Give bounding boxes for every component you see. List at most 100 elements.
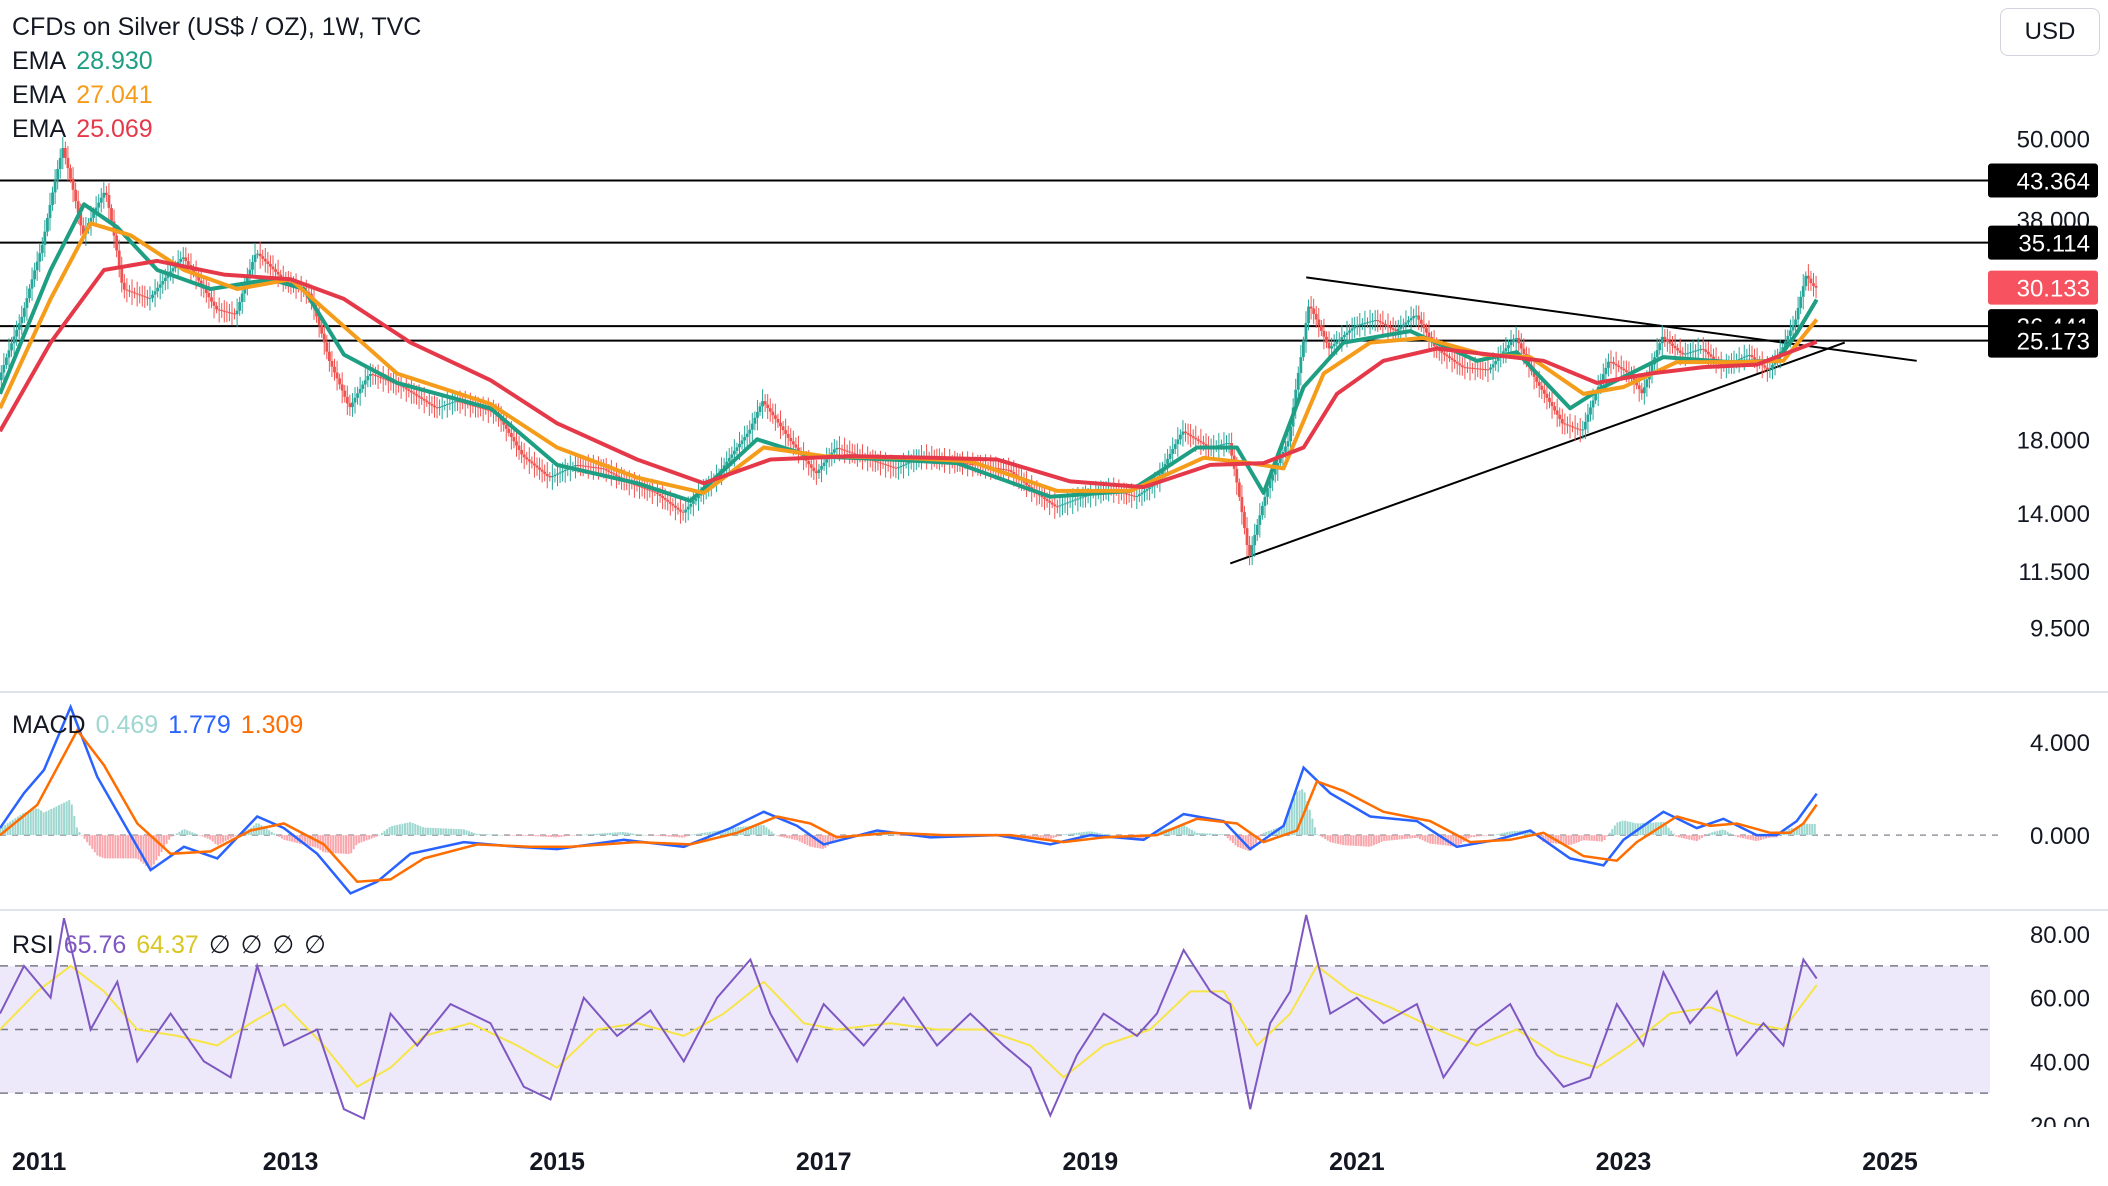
candle-body xyxy=(1048,500,1052,503)
macd-histogram-bar xyxy=(145,835,148,866)
candle-body xyxy=(348,403,352,408)
candle-body xyxy=(761,401,764,407)
candle-body xyxy=(204,288,208,293)
candle-body xyxy=(374,375,377,377)
macd-histogram-bar xyxy=(650,835,653,836)
trendline-lower[interactable] xyxy=(1229,341,1846,565)
rsi-line xyxy=(0,914,1818,1121)
macd-histogram-bar xyxy=(673,835,676,838)
trendline-upper[interactable] xyxy=(1306,276,1917,362)
macd-histogram-bar xyxy=(557,835,560,838)
macd-histogram-bar xyxy=(32,809,35,836)
candle-body xyxy=(1294,389,1298,408)
macd-histogram-bar xyxy=(350,835,353,854)
candle-body xyxy=(99,197,103,203)
candle-body xyxy=(433,405,436,408)
macd-histogram-bar xyxy=(163,835,166,848)
candle-body xyxy=(533,463,536,466)
macd-histogram-bar xyxy=(550,835,553,838)
macd-histogram-bar xyxy=(1270,830,1273,836)
macd-histogram-bar xyxy=(885,833,888,836)
candle-body xyxy=(591,466,595,468)
macd-histogram-bar xyxy=(424,827,427,836)
macd-histogram-bar xyxy=(383,830,386,836)
candle-body xyxy=(1553,406,1557,411)
candle-body xyxy=(1353,326,1357,329)
candle-body xyxy=(97,202,101,208)
candle-body xyxy=(66,157,70,169)
macd-histogram-bar xyxy=(1670,830,1673,836)
macd-histogram-bar xyxy=(629,833,632,836)
candle-body xyxy=(1412,316,1416,319)
macd-histogram-bar xyxy=(565,835,568,837)
candle-body xyxy=(43,231,47,245)
candle-body xyxy=(186,261,190,265)
price-pane[interactable] xyxy=(0,137,2108,911)
macd-histogram-bar xyxy=(360,835,363,843)
currency-button[interactable]: USD xyxy=(2000,8,2100,56)
candle-body xyxy=(689,503,693,507)
macd-histogram-bar xyxy=(280,835,283,839)
macd-histogram-bar xyxy=(157,835,160,857)
candle-body xyxy=(822,462,826,467)
candle-body xyxy=(197,276,201,281)
candle-body xyxy=(402,386,406,388)
macd-histogram-bar xyxy=(1757,835,1760,841)
macd-histogram-bar xyxy=(406,822,409,836)
candle-body xyxy=(217,309,221,311)
macd-histogram-bar xyxy=(1167,828,1170,836)
candle-body xyxy=(1771,364,1774,370)
candle-body xyxy=(58,157,62,169)
macd-histogram-bar xyxy=(1480,835,1483,837)
macd-histogram-bar xyxy=(1306,801,1309,836)
macd-histogram-bar xyxy=(1649,822,1652,836)
macd-histogram-bar xyxy=(219,835,222,844)
time-axis[interactable]: 2011 2013 2015 2017 2019 2021 2023 2025 xyxy=(0,1127,2108,1186)
rsi-pane[interactable] xyxy=(0,914,1990,1121)
macd-histogram-bar xyxy=(52,807,55,836)
macd-pane[interactable] xyxy=(0,703,2000,895)
candle-body xyxy=(225,311,229,313)
macd-histogram-bar xyxy=(393,825,396,836)
macd-histogram-bar xyxy=(785,835,788,839)
macd-histogram-bar xyxy=(139,835,142,862)
macd-histogram-bar xyxy=(578,834,581,836)
macd-histogram-bar xyxy=(1711,832,1714,836)
macd-histogram-bar xyxy=(506,835,509,836)
macd-histogram-bar xyxy=(462,829,465,836)
macd-histogram-bar xyxy=(1634,823,1637,836)
candle-body xyxy=(966,463,970,465)
macd-histogram-bar xyxy=(580,834,583,836)
macd-histogram-bar xyxy=(1626,821,1629,836)
candle-body xyxy=(1268,480,1272,489)
candle-body xyxy=(320,324,324,334)
macd-histogram-bar xyxy=(24,812,27,836)
macd-histogram-bar xyxy=(88,835,91,846)
candle-body xyxy=(276,271,280,275)
macd-histogram-bar xyxy=(703,832,706,836)
macd-histogram-bar xyxy=(1380,835,1383,842)
macd-histogram-bar xyxy=(1726,831,1729,836)
candle-body xyxy=(74,189,78,202)
price-axis[interactable]: 50.00038.00018.00014.00011.5009.50043.36… xyxy=(1988,127,2098,1140)
candle-body xyxy=(963,463,967,465)
candle-body xyxy=(484,408,488,410)
candle-body xyxy=(1076,498,1080,500)
macd-histogram-bar xyxy=(224,835,227,842)
macd-histogram-bar xyxy=(1388,835,1391,841)
macd-histogram-bar xyxy=(1724,830,1727,836)
macd-histogram-bar xyxy=(680,835,683,838)
macd-histogram-bar xyxy=(893,834,896,836)
macd-histogram-bar xyxy=(1575,835,1578,843)
candle-body xyxy=(184,257,188,262)
candle-body xyxy=(768,408,772,412)
candle-body xyxy=(1786,335,1790,342)
candle-body xyxy=(1517,338,1521,344)
macd-histogram-bar xyxy=(339,835,342,854)
macd-histogram-bar xyxy=(47,810,50,836)
macd-histogram-bar xyxy=(1572,835,1575,844)
main-legend: CFDs on Silver (US$ / OZ), 1W, TVC EMA 28… xyxy=(12,10,421,146)
macd-histogram-bar xyxy=(891,834,894,836)
candle-body xyxy=(1801,286,1805,297)
